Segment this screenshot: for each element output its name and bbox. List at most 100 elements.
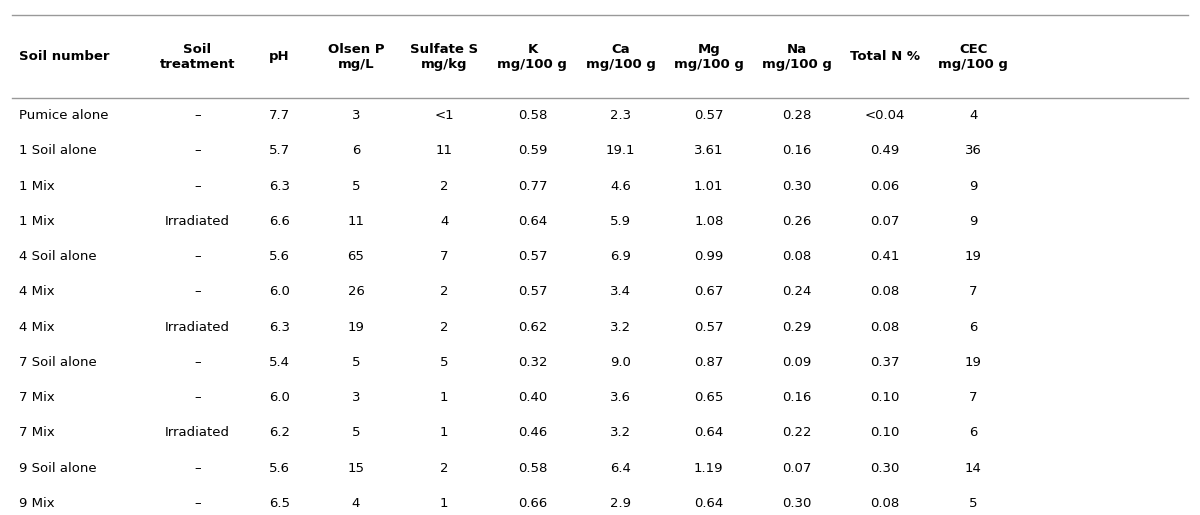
Text: Irradiated: Irradiated	[164, 215, 229, 228]
Text: 4: 4	[352, 497, 360, 510]
Text: 0.08: 0.08	[782, 250, 811, 263]
Text: –: –	[194, 462, 200, 475]
Text: 5: 5	[352, 426, 360, 439]
Text: 4 Soil alone: 4 Soil alone	[19, 250, 97, 263]
Text: –: –	[194, 285, 200, 298]
Text: 2.9: 2.9	[610, 497, 631, 510]
Text: 5: 5	[440, 356, 449, 369]
Text: Irradiated: Irradiated	[164, 426, 229, 439]
Text: 7: 7	[970, 285, 978, 298]
Text: 6: 6	[970, 426, 978, 439]
Text: 0.57: 0.57	[517, 285, 547, 298]
Text: –: –	[194, 109, 200, 122]
Text: 0.58: 0.58	[517, 109, 547, 122]
Text: 5: 5	[352, 356, 360, 369]
Text: 3.6: 3.6	[610, 391, 631, 404]
Text: 1: 1	[440, 497, 449, 510]
Text: 4.6: 4.6	[610, 180, 631, 193]
Text: 9 Soil alone: 9 Soil alone	[19, 462, 97, 475]
Text: 0.22: 0.22	[782, 426, 811, 439]
Text: 7: 7	[970, 391, 978, 404]
Text: 3.61: 3.61	[694, 144, 724, 157]
Text: Mg
mg/100 g: Mg mg/100 g	[674, 43, 744, 71]
Text: K
mg/100 g: K mg/100 g	[498, 43, 568, 71]
Text: 6.4: 6.4	[610, 462, 631, 475]
Text: 4 Mix: 4 Mix	[19, 321, 55, 334]
Text: 0.40: 0.40	[517, 391, 547, 404]
Text: 0.87: 0.87	[694, 356, 724, 369]
Text: 1.01: 1.01	[694, 180, 724, 193]
Text: 5.6: 5.6	[269, 462, 290, 475]
Text: 0.30: 0.30	[782, 497, 811, 510]
Text: Olsen P
mg/L: Olsen P mg/L	[328, 43, 384, 71]
Text: 2: 2	[440, 285, 449, 298]
Text: <1: <1	[434, 109, 454, 122]
Text: 4: 4	[440, 215, 449, 228]
Text: 6.6: 6.6	[269, 215, 290, 228]
Text: 15: 15	[348, 462, 365, 475]
Text: 7 Mix: 7 Mix	[19, 426, 55, 439]
Text: 2: 2	[440, 180, 449, 193]
Text: 6.3: 6.3	[269, 321, 290, 334]
Text: Total N %: Total N %	[850, 50, 920, 63]
Text: 0.16: 0.16	[782, 144, 811, 157]
Text: 0.24: 0.24	[782, 285, 811, 298]
Text: 9.0: 9.0	[610, 356, 631, 369]
Text: 0.16: 0.16	[782, 391, 811, 404]
Text: 3.2: 3.2	[610, 321, 631, 334]
Text: 26: 26	[348, 285, 365, 298]
Text: 7.7: 7.7	[269, 109, 290, 122]
Text: 3: 3	[352, 391, 360, 404]
Text: 0.62: 0.62	[517, 321, 547, 334]
Text: 4: 4	[970, 109, 978, 122]
Text: 5: 5	[970, 497, 978, 510]
Text: 6.5: 6.5	[269, 497, 290, 510]
Text: 9 Mix: 9 Mix	[19, 497, 55, 510]
Text: Sulfate S
mg/kg: Sulfate S mg/kg	[410, 43, 479, 71]
Text: 9: 9	[970, 180, 978, 193]
Text: 0.37: 0.37	[870, 356, 900, 369]
Text: 1.08: 1.08	[694, 215, 724, 228]
Text: 3: 3	[352, 109, 360, 122]
Text: 0.57: 0.57	[517, 250, 547, 263]
Text: Irradiated: Irradiated	[164, 321, 229, 334]
Text: 0.66: 0.66	[517, 497, 547, 510]
Text: 2: 2	[440, 462, 449, 475]
Text: 0.46: 0.46	[517, 426, 547, 439]
Text: pH: pH	[269, 50, 290, 63]
Text: 0.57: 0.57	[694, 321, 724, 334]
Text: 0.67: 0.67	[694, 285, 724, 298]
Text: 0.07: 0.07	[870, 215, 900, 228]
Text: 0.10: 0.10	[870, 426, 900, 439]
Text: 0.06: 0.06	[870, 180, 900, 193]
Text: –: –	[194, 180, 200, 193]
Text: 19.1: 19.1	[606, 144, 635, 157]
Text: Ca
mg/100 g: Ca mg/100 g	[586, 43, 655, 71]
Text: 6.0: 6.0	[269, 391, 290, 404]
Text: 1 Soil alone: 1 Soil alone	[19, 144, 97, 157]
Text: 0.65: 0.65	[694, 391, 724, 404]
Text: 1 Mix: 1 Mix	[19, 180, 55, 193]
Text: 6.0: 6.0	[269, 285, 290, 298]
Text: 0.29: 0.29	[782, 321, 811, 334]
Text: –: –	[194, 356, 200, 369]
Text: 19: 19	[965, 356, 982, 369]
Text: 5.4: 5.4	[269, 356, 290, 369]
Text: –: –	[194, 391, 200, 404]
Text: 11: 11	[436, 144, 452, 157]
Text: 0.10: 0.10	[870, 391, 900, 404]
Text: 1 Mix: 1 Mix	[19, 215, 55, 228]
Text: 6: 6	[970, 321, 978, 334]
Text: 0.64: 0.64	[517, 215, 547, 228]
Text: 9: 9	[970, 215, 978, 228]
Text: 0.32: 0.32	[517, 356, 547, 369]
Text: 1: 1	[440, 426, 449, 439]
Text: –: –	[194, 497, 200, 510]
Text: 0.41: 0.41	[870, 250, 900, 263]
Text: 11: 11	[348, 215, 365, 228]
Text: 0.09: 0.09	[782, 356, 811, 369]
Text: 0.08: 0.08	[870, 285, 900, 298]
Text: 19: 19	[965, 250, 982, 263]
Text: Pumice alone: Pumice alone	[19, 109, 109, 122]
Text: –: –	[194, 250, 200, 263]
